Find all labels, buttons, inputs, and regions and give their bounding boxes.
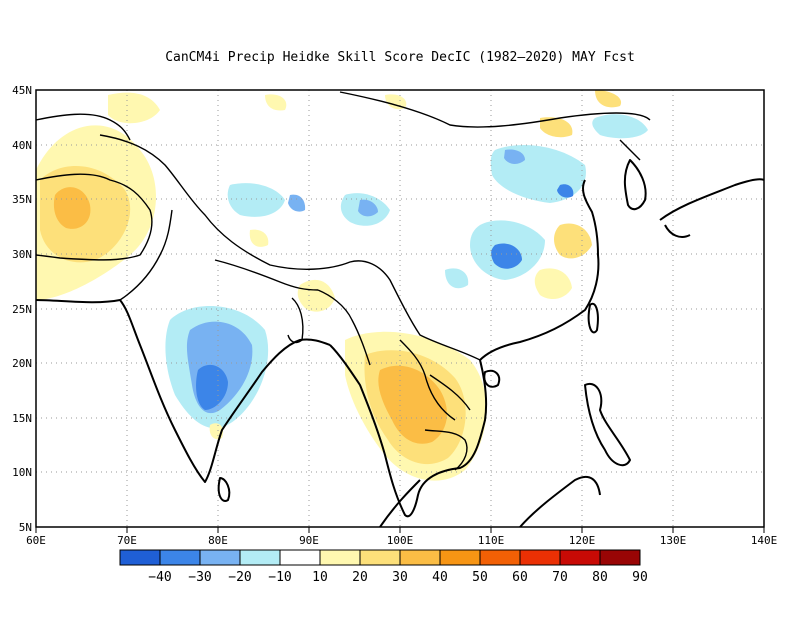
x-tick-140e: 140E [751, 534, 778, 547]
coast-japan [659, 178, 764, 238]
colorbar-swatch [159, 549, 201, 566]
colorbar-label: −20 [228, 570, 251, 585]
colorbar-label: 60 [512, 570, 528, 585]
border-china-west [99, 134, 481, 361]
y-tick-25n: 25N [12, 303, 32, 316]
x-tick-80e: 80E [208, 534, 228, 547]
shade-patch-2 [385, 94, 407, 110]
colorbar-label: 80 [592, 570, 608, 585]
colorbar-label: −40 [148, 570, 171, 585]
coast-indochina [329, 344, 488, 518]
y-tick-40n: 40N [12, 139, 32, 152]
colorbar-label: 70 [552, 570, 568, 585]
shade-myanmar-20 [297, 279, 335, 312]
colorbar-swatch [599, 549, 641, 566]
coast-korea [623, 159, 647, 211]
shade-north-india-20 [108, 92, 160, 124]
x-tick-90e: 90E [299, 534, 319, 547]
shade-afghanistan-40 [53, 187, 91, 229]
colorbar-swatch [359, 549, 401, 566]
y-tick-20n: 20N [12, 357, 32, 370]
shade-patch-4 [595, 90, 622, 108]
colorbar-swatch [519, 549, 561, 566]
y-tick-10n: 10N [12, 466, 32, 479]
border-nepal [214, 259, 319, 291]
coast-philippines [584, 382, 631, 467]
shade-patch-3 [540, 117, 573, 138]
border-thai-laos [399, 339, 471, 421]
colorbar-label: 10 [312, 570, 328, 585]
x-tick-110e: 110E [478, 534, 505, 547]
shade-mongolia-10 [592, 114, 648, 139]
colorbar-swatch [119, 549, 161, 566]
shade-india-30 [196, 364, 228, 410]
y-tick-5n: 5N [19, 521, 32, 534]
colorbar-label: 20 [352, 570, 368, 585]
x-tick-130e: 130E [660, 534, 687, 547]
shade-northchina-30 [557, 184, 574, 198]
shade-patch-5 [249, 229, 269, 247]
colorbar-swatch [319, 549, 361, 566]
colorbar-swatch [399, 549, 441, 566]
x-tick-70e: 70E [117, 534, 137, 547]
coast-southchina [479, 179, 600, 361]
colorbar-swatch [239, 549, 281, 566]
coast-india-west [36, 299, 331, 483]
shade-patch-1 [265, 94, 287, 111]
y-tick-30n: 30N [12, 248, 32, 261]
coast-taiwan [587, 302, 599, 334]
shade-eastchina-20 [554, 223, 592, 259]
colorbar-swatch [479, 549, 521, 566]
border-pakistan [119, 209, 173, 301]
shading-layer [36, 90, 648, 481]
x-tick-60e: 60E [26, 534, 46, 547]
colorbar-swatch [439, 549, 481, 566]
colorbar-label: −30 [188, 570, 211, 585]
country-borders [36, 91, 651, 471]
coast-borneo [519, 475, 601, 527]
shade-tibet-30 [358, 199, 378, 217]
colorbar-swatch [279, 549, 321, 566]
colorbar: −40 −30 −20 −10 10 20 30 40 50 60 70 80 90 [119, 549, 648, 585]
border-bangladesh [287, 297, 304, 344]
y-tick-15n: 15N [12, 412, 32, 425]
y-tick-35n: 35N [12, 193, 32, 206]
coast-sumatra [379, 479, 421, 527]
x-tick-120e: 120E [569, 534, 596, 547]
coast-srilanka [217, 477, 231, 502]
colorbar-label: 50 [472, 570, 488, 585]
colorbar-swatch [559, 549, 601, 566]
border-kazakh [36, 113, 131, 141]
colorbar-label: −10 [268, 570, 291, 585]
y-tick-45n: 45N [12, 84, 32, 97]
coast-hainan [483, 369, 501, 388]
border-cambodia [424, 429, 468, 471]
shade-southchina-20 [491, 243, 522, 269]
x-tick-100e: 100E [387, 534, 414, 547]
tick-marks [35, 527, 765, 533]
chart-title: CanCM4i Precip Heidke Skill Score DecIC … [165, 50, 635, 65]
border-korea [619, 139, 641, 161]
shade-indochina-40 [378, 365, 447, 444]
border-afghan [36, 173, 153, 261]
border-myanmar [317, 289, 371, 366]
border-mongolia [339, 91, 651, 128]
shade-eastchina-10 [534, 268, 572, 300]
colorbar-label: 40 [432, 570, 448, 585]
colorbar-label: 90 [632, 570, 648, 585]
x-axis-labels: 60E 70E 80E 90E 100E 110E 120E 130E 140E [26, 534, 777, 547]
shade-tibet-40 [288, 194, 306, 212]
shade-tibet-10 [227, 183, 285, 217]
shade-patch-6 [445, 268, 469, 289]
colorbar-label: 30 [392, 570, 408, 585]
y-axis-labels: 45N 40N 35N 30N 25N 20N 15N 10N 5N [12, 84, 32, 534]
colorbar-swatch [199, 549, 241, 566]
shade-northchina-20 [504, 149, 525, 164]
coastlines [36, 159, 764, 527]
